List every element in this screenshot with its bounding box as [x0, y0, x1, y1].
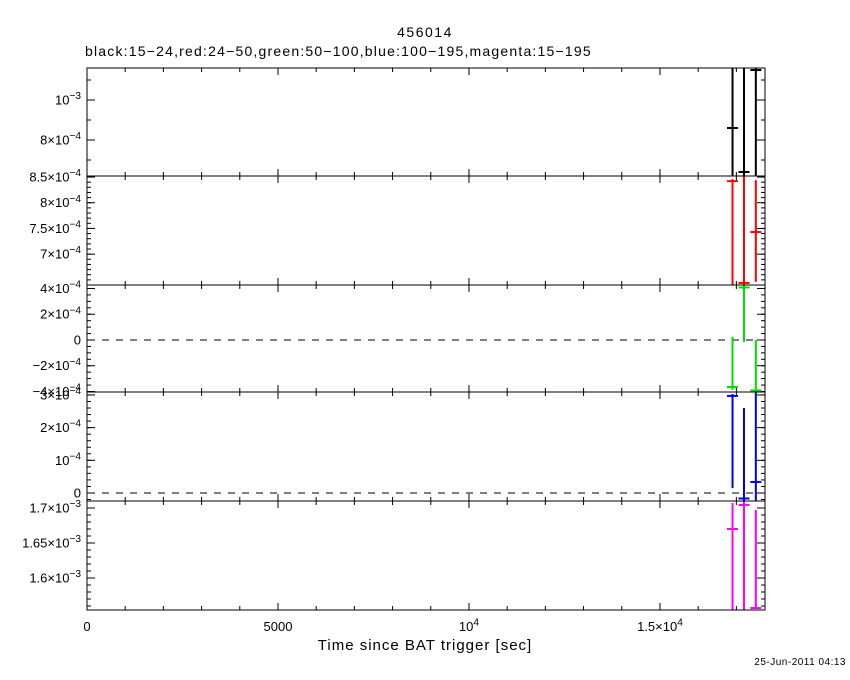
svg-text:10−4: 10−4 — [55, 451, 81, 467]
svg-text:2×10−4: 2×10−4 — [40, 419, 81, 435]
svg-text:7×10−4: 7×10−4 — [40, 245, 81, 261]
svg-text:1.7×10−3: 1.7×10−3 — [29, 499, 81, 515]
svg-text:8.5×10−4: 8.5×10−4 — [29, 168, 81, 184]
chart-subtitle: black:15−24,red:24−50,green:50−100,blue:… — [85, 43, 592, 59]
x-axis-title: Time since BAT trigger [sec] — [317, 637, 533, 654]
svg-text:5000: 5000 — [264, 619, 293, 634]
panel-black: 8×10−4 10−3 — [40, 67, 766, 177]
svg-text:4×10−4: 4×10−4 — [40, 280, 81, 296]
svg-text:1.6×10−3: 1.6×10−3 — [29, 569, 81, 585]
svg-text:3×10−4: 3×10−4 — [40, 386, 81, 402]
chart-title: 456014 — [397, 24, 453, 40]
svg-text:0: 0 — [83, 619, 90, 634]
x-axis-labels: 0 5000 104 1.5×104 — [83, 618, 683, 634]
panel-green: −4×10−4 −2×10−4 0 2×10−4 4×10−4 — [33, 280, 766, 399]
svg-text:1.5×104: 1.5×104 — [637, 618, 683, 634]
svg-text:104: 104 — [459, 618, 479, 634]
timestamp: 25-Jun-2011 04:13 — [754, 657, 846, 668]
svg-text:8×10−4: 8×10−4 — [40, 194, 81, 210]
svg-text:1.65×10−3: 1.65×10−3 — [22, 534, 81, 550]
panel-blue: 0 10−4 2×10−4 3×10−4 — [40, 386, 766, 502]
svg-text:7.5×10−4: 7.5×10−4 — [29, 219, 81, 235]
svg-text:2×10−4: 2×10−4 — [40, 305, 81, 321]
panel-red: 7×10−4 7.5×10−4 8×10−4 8.5×10−4 — [29, 168, 766, 286]
panel-magenta: 1.6×10−3 1.65×10−3 1.7×10−3 — [22, 499, 766, 611]
svg-text:8×10−4: 8×10−4 — [40, 131, 81, 147]
svg-text:−4×10−4: −4×10−4 — [33, 383, 82, 399]
svg-text:−2×10−4: −2×10−4 — [33, 357, 82, 373]
svg-text:10−3: 10−3 — [55, 91, 81, 107]
svg-text:0: 0 — [74, 485, 81, 500]
svg-text:0: 0 — [74, 332, 81, 347]
